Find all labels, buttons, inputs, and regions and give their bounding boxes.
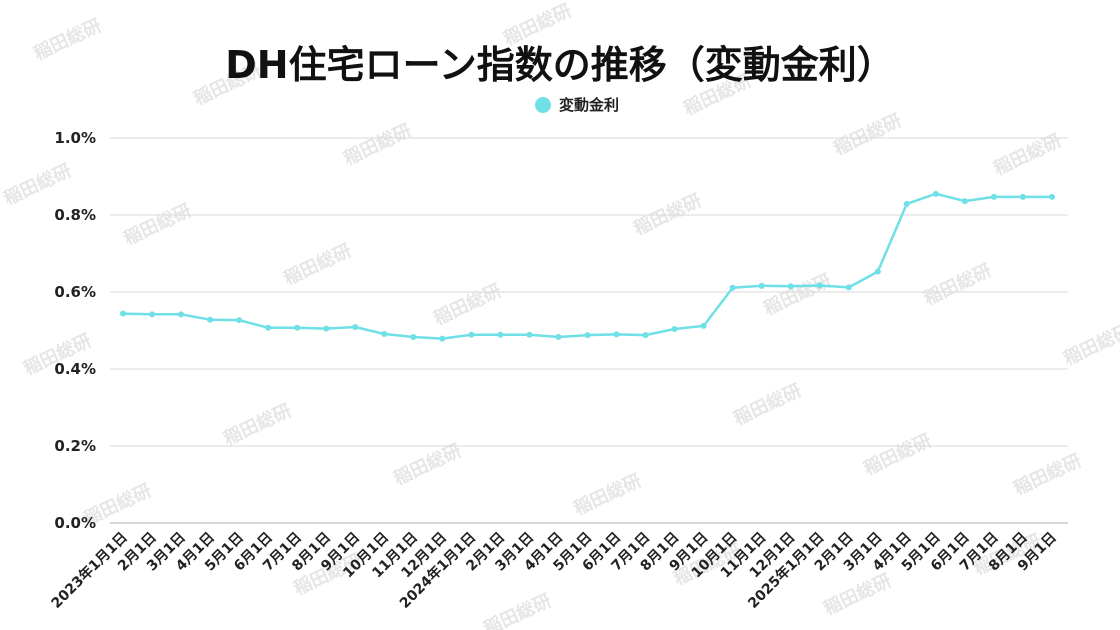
data-point[interactable] (555, 334, 562, 341)
data-point[interactable] (207, 316, 214, 323)
legend-label: 変動金利 (559, 96, 619, 114)
y-tick-label: 0.8% (54, 206, 96, 224)
data-point[interactable] (874, 268, 881, 275)
watermark-text: 稲田総研 (1060, 319, 1120, 369)
y-axis-tick-labels: 0.0% 0.2% 0.4% 0.6% 0.8% 1.0% (54, 129, 96, 532)
watermark-text: 稲田総研 (30, 14, 105, 64)
legend-swatch (535, 97, 551, 113)
chart-title: DH住宅ローン指数の推移（変動金利） (225, 43, 894, 87)
data-point[interactable] (381, 330, 388, 337)
watermark-text: 稲田総研 (860, 429, 935, 479)
y-tick-label: 1.0% (54, 129, 96, 147)
watermark-text: 稲田総研 (730, 379, 805, 429)
series-layer (120, 190, 1055, 342)
series-line (121, 192, 1054, 340)
data-point[interactable] (526, 331, 533, 338)
data-point[interactable] (642, 332, 649, 339)
data-point[interactable] (816, 282, 823, 289)
data-point[interactable] (613, 331, 620, 338)
data-point[interactable] (497, 331, 504, 338)
legend[interactable]: 変動金利 (535, 96, 619, 114)
watermark-text: 稲田総研 (1010, 449, 1085, 499)
data-point[interactable] (439, 335, 446, 342)
data-point[interactable] (410, 334, 417, 341)
watermark-text: 稲田総研 (430, 279, 505, 329)
x-tick-label: 2023年1月1日 (48, 529, 131, 612)
data-point[interactable] (671, 325, 678, 332)
data-point[interactable] (932, 190, 939, 197)
data-point[interactable] (845, 284, 852, 291)
watermark-text: 稲田総研 (830, 109, 905, 159)
watermark-text: 稲田総研 (820, 569, 895, 619)
grid-lines (110, 137, 1068, 524)
data-point[interactable] (1019, 193, 1026, 200)
data-point[interactable] (700, 322, 707, 329)
data-point[interactable] (584, 332, 591, 339)
watermark-text: 稲田総研 (570, 469, 645, 519)
y-tick-label: 0.0% (54, 514, 96, 532)
y-tick-label: 0.6% (54, 283, 96, 301)
watermark-text: 稲田総研 (280, 239, 355, 289)
watermark-text: 稲田総研 (220, 399, 295, 449)
watermark-text: 稲田総研 (340, 119, 415, 169)
data-point[interactable] (178, 311, 185, 318)
data-point[interactable] (903, 200, 910, 207)
data-point[interactable] (729, 284, 736, 291)
data-point[interactable] (990, 193, 997, 200)
watermark-text: 稲田総研 (120, 199, 195, 249)
watermark-text: 稲田総研 (0, 159, 75, 209)
data-point[interactable] (149, 311, 156, 318)
data-point[interactable] (758, 282, 765, 289)
watermark-text: 稲田総研 (990, 129, 1065, 179)
data-point[interactable] (961, 198, 968, 205)
data-point[interactable] (120, 310, 126, 317)
data-point[interactable] (323, 325, 330, 332)
data-point[interactable] (787, 283, 794, 290)
data-point[interactable] (236, 317, 243, 324)
data-point[interactable] (265, 324, 272, 331)
data-point[interactable] (1049, 193, 1055, 200)
watermark-text: 稲田総研 (480, 589, 555, 630)
watermark-text: 稲田総研 (390, 439, 465, 489)
watermark-text: 稲田総研 (920, 259, 995, 309)
data-point[interactable] (468, 331, 475, 338)
x-axis-tick-labels: 2023年1月1日2月1日3月1日4月1日5月1日6月1日7月1日8月1日9月1… (48, 529, 1060, 612)
watermark-text: 稲田総研 (760, 269, 835, 319)
y-tick-label: 0.2% (54, 437, 96, 455)
data-point[interactable] (294, 324, 301, 331)
data-point[interactable] (352, 324, 359, 331)
y-tick-label: 0.4% (54, 360, 96, 378)
